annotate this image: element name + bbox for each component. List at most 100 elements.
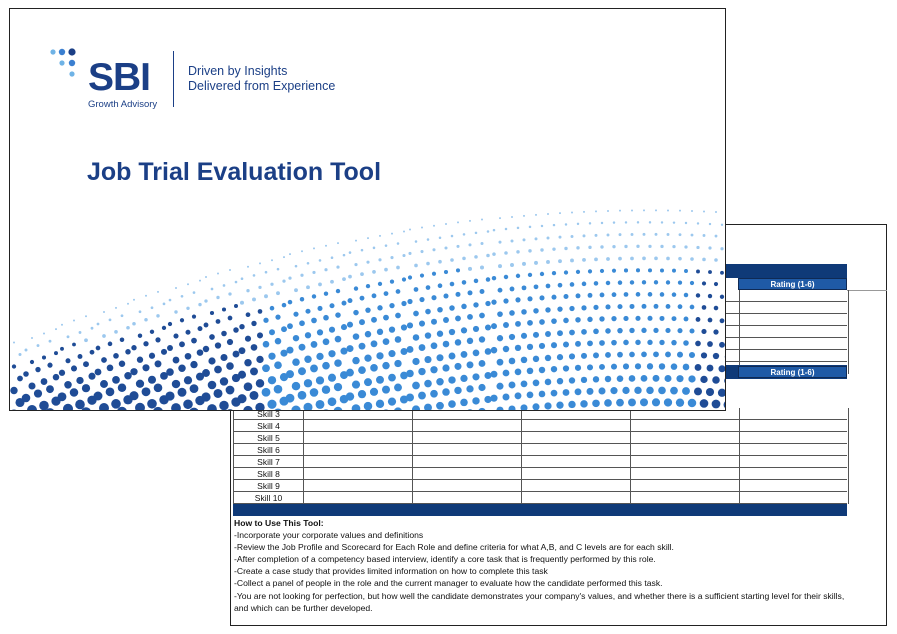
halftone-dot: [484, 371, 492, 380]
halftone-dot: [166, 368, 174, 376]
halftone-dot: [544, 402, 552, 410]
halftone-dot: [611, 339, 617, 346]
halftone-dot: [678, 233, 682, 237]
halftone-dot: [629, 351, 635, 358]
halftone-dot: [114, 330, 118, 334]
halftone-dot: [205, 276, 207, 279]
halftone-dot: [73, 319, 75, 322]
halftone-dot: [533, 284, 539, 290]
halftone-dot: [269, 305, 275, 311]
table-row: Skill 3: [233, 408, 849, 420]
halftone-dot: [545, 330, 551, 337]
halftone-dot: [321, 385, 331, 394]
halftone-dot: [315, 376, 325, 385]
halftone-dot: [655, 209, 657, 212]
halftone-dot: [420, 250, 424, 254]
halftone-dot: [250, 367, 258, 376]
halftone-dot: [622, 363, 630, 370]
halftone-dot: [670, 363, 678, 370]
halftone-dot: [183, 399, 193, 410]
halftone-dot: [96, 322, 100, 326]
halftone-dot: [526, 343, 534, 351]
halftone-dot: [304, 355, 312, 363]
halftone-dot: [425, 285, 431, 290]
halftone-dot: [310, 341, 318, 348]
halftone-dot: [63, 403, 73, 410]
halftone-dot: [491, 299, 497, 305]
halftone-dot: [583, 210, 585, 213]
halftone-dot: [327, 397, 337, 407]
halftone-dot: [631, 209, 633, 212]
halftone-dot: [635, 339, 641, 346]
halftone-dot: [418, 391, 426, 400]
halftone-dot: [503, 322, 509, 328]
halftone-dot: [120, 314, 124, 318]
skill-label: Skill 8: [233, 468, 304, 480]
halftone-dot: [299, 320, 305, 327]
halftone-dot: [108, 318, 112, 322]
table-cell: [522, 456, 631, 468]
halftone-dot: [557, 330, 563, 337]
halftone-dot: [514, 344, 522, 352]
halftone-dot: [291, 405, 301, 410]
halftone-dot: [269, 329, 275, 336]
halftone-dot: [173, 333, 179, 339]
halftone-dot: [568, 400, 576, 409]
halftone-dot: [262, 340, 270, 348]
halftone-dot: [298, 367, 306, 376]
halftone-dot: [623, 339, 629, 346]
halftone-dot: [425, 308, 431, 315]
halftone-dot: [552, 223, 556, 227]
halftone-dot: [617, 327, 623, 334]
halftone-dot: [263, 317, 269, 323]
halftone-dot: [70, 365, 78, 372]
halftone-dot: [699, 399, 709, 408]
halftone-dot: [618, 233, 622, 237]
halftone-dot: [261, 387, 271, 397]
halftone-dot: [556, 377, 564, 385]
halftone-dot: [240, 277, 244, 281]
halftone-dot: [546, 260, 550, 264]
table-cell: [740, 432, 849, 444]
table-row: Skill 10: [233, 492, 849, 504]
halftone-dot: [365, 284, 371, 289]
instruction-item: -After completion of a competency based …: [234, 554, 656, 565]
halftone-dot: [129, 391, 139, 401]
halftone-dot: [341, 300, 347, 306]
table-cell: [740, 350, 849, 362]
halftone-dot: [532, 379, 540, 387]
halftone-dot: [624, 221, 628, 224]
halftone-dot: [717, 388, 725, 397]
table-cell: [413, 408, 522, 420]
halftone-dot: [147, 375, 157, 384]
halftone-dot: [640, 374, 648, 382]
halftone-dot: [653, 351, 659, 358]
halftone-dot: [279, 373, 289, 382]
halftone-dot: [521, 285, 527, 291]
halftone-dot: [724, 378, 725, 384]
halftone-dot: [538, 366, 546, 374]
halftone-dot: [340, 371, 348, 380]
halftone-dot: [681, 410, 690, 411]
halftone-dot: [389, 279, 395, 284]
halftone-dot: [369, 387, 379, 396]
halftone-dot: [400, 324, 408, 331]
halftone-dot: [478, 383, 486, 392]
halftone-dot: [327, 373, 337, 382]
halftone-dot: [276, 291, 280, 296]
table-row: Skill 4: [233, 420, 849, 432]
halftone-dot: [677, 328, 683, 334]
halftone-dot: [455, 291, 461, 297]
halftone-dot: [252, 274, 256, 277]
divider: [847, 290, 887, 291]
halftone-dot: [27, 405, 37, 410]
halftone-dot: [653, 327, 659, 333]
halftone-dot: [18, 352, 22, 357]
halftone-dot: [460, 327, 468, 334]
halftone-dot: [576, 222, 580, 226]
halftone-dot: [448, 400, 456, 408]
halftone-dot: [649, 409, 651, 410]
halftone-dot: [243, 405, 253, 410]
halftone-dot: [705, 387, 715, 397]
halftone-dot: [88, 372, 96, 380]
